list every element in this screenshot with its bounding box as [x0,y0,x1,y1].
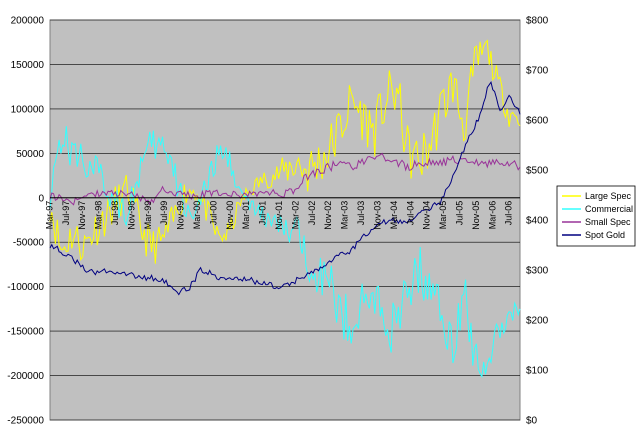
right-tick-label: $400 [526,216,549,227]
left-tick-label: 200000 [11,16,45,27]
right-tick-label: $500 [526,166,549,177]
legend-label: Spot Gold [585,230,625,240]
gridlines [50,19,520,421]
x-tick-label: Jul-99 [159,201,169,226]
x-tick-label: Mar-98 [94,201,104,230]
left-tick-label: 0 [38,193,44,204]
left-tick-label: -100000 [7,282,44,293]
right-tick-label: $600 [526,116,549,127]
x-tick-label: Nov-97 [77,201,87,230]
left-tick-label: -250000 [7,416,44,427]
x-tick-label: Nov-03 [372,201,382,230]
x-tick-label: Nov-04 [422,201,432,230]
legend: Large Spec Commercial Small Spec Spot Gold [556,185,636,247]
series-line-spot-gold [49,80,521,296]
x-tick-label: Jul-02 [307,201,317,226]
series-layer [49,39,521,379]
x-tick-label: Mar-97 [44,201,54,230]
x-tick-label: Nov-02 [323,201,333,230]
right-tick-label: $800 [526,16,549,27]
left-tick-label: -150000 [7,327,44,338]
legend-label: Large Spec [585,191,632,201]
x-tick-label: Nov-01 [274,201,284,230]
x-tick-label: Mar-00 [192,201,202,230]
x-tick-label: Nov-98 [126,201,136,230]
left-tick-label: 50000 [16,149,44,160]
x-tick-label: Jul-03 [356,201,366,226]
right-tick-label: $100 [526,366,549,377]
legend-label: Small Spec [585,217,631,227]
x-tick-label: Nov-05 [471,201,481,230]
right-tick-label: $0 [526,416,538,427]
x-tick-label: Jul-04 [405,201,415,226]
right-tick-label: $200 [526,316,549,327]
legend-label: Commercial [585,204,633,214]
x-tick-label: Mar-03 [340,201,350,230]
left-tick-label: 150000 [11,60,45,71]
left-tick-label: 100000 [11,104,45,115]
x-tick-label: Nov-00 [225,201,235,230]
right-tick-label: $300 [526,266,549,277]
right-axis-ticks: $800 $700 $600 $500 $400 $300 $200 $100 $0 [526,16,549,427]
x-tick-label: Nov-99 [176,201,186,230]
x-tick-label: Jul-97 [61,201,71,226]
series-line-commercial [49,126,521,379]
x-tick-label: Jul-98 [110,201,120,226]
x-tick-label: Mar-01 [241,201,251,230]
x-tick-label: Mar-06 [487,201,497,230]
left-axis-ticks: 200000 150000 100000 50000 0 -50000 -100000 -15… [7,16,44,427]
x-tick-label: Mar-02 [290,201,300,230]
x-tick-label: Jul-00 [208,201,218,226]
x-tick-label: Mar-99 [143,201,153,230]
x-tick-label: Jul-01 [258,201,268,226]
left-tick-label: -200000 [7,371,44,382]
series-line-small-spec [49,152,521,206]
plot-area [49,19,521,421]
series-line-large-spec [49,39,521,264]
x-tick-label: Mar-04 [389,201,399,230]
right-tick-label: $700 [526,66,549,77]
x-tick-label: Jul-06 [504,201,514,226]
x-tick-label: Mar-05 [438,201,448,230]
left-tick-label: -50000 [13,238,45,249]
x-tick-label: Jul-05 [454,201,464,226]
x-axis-ticks: Mar-97 Jul-97 Nov-97 Mar-98 Jul-98 Nov-98 Mar-… [44,201,513,230]
